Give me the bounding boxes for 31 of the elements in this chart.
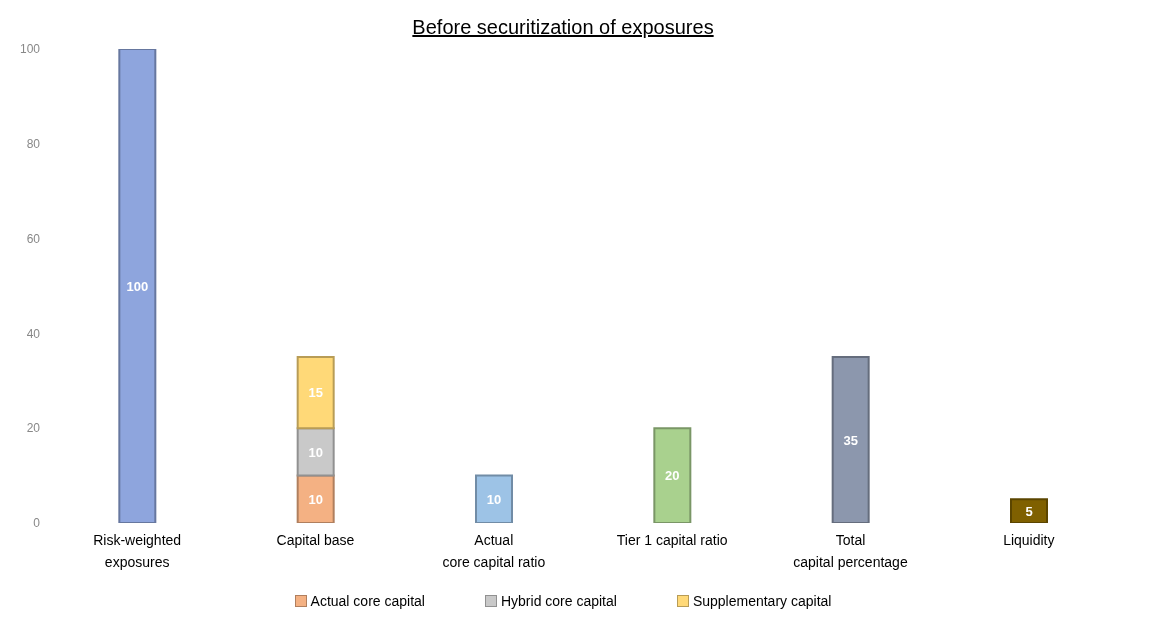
legend-label: Hybrid core capital <box>499 593 617 609</box>
x-tick-label: Capital base <box>276 532 355 548</box>
x-tick-label: Liquidity <box>1003 532 1055 548</box>
bar <box>296 474 335 523</box>
chart-title: Before securitization of exposures <box>412 16 715 38</box>
y-tick-label: 100 <box>19 42 41 57</box>
y-tick-label: 40 <box>26 326 41 341</box>
x-tick-label: Tier 1 capital ratio <box>616 532 728 548</box>
bar <box>1010 498 1048 523</box>
legend-label: Actual core capital <box>309 593 425 609</box>
data-label: 100 <box>126 278 149 294</box>
data-label: 20 <box>665 468 680 484</box>
data-label: 35 <box>843 432 858 448</box>
bar <box>831 356 870 523</box>
data-label: 10 <box>308 491 323 507</box>
y-tick-label: 60 <box>26 231 41 246</box>
bar <box>296 427 335 477</box>
data-label: 10 <box>486 491 502 507</box>
x-tick-label: Total capital percentage <box>793 532 908 570</box>
x-tick-label: Risk-weighted exposures <box>93 532 182 570</box>
legend-label: Supplementary capital <box>691 593 832 609</box>
x-tick-label: Actual core capital ratio <box>442 532 546 570</box>
y-tick-label: 80 <box>26 137 41 152</box>
bar <box>653 427 692 523</box>
data-label: 5 <box>1025 503 1033 519</box>
bar <box>118 49 157 523</box>
bar <box>296 356 335 430</box>
y-tick-label: 20 <box>26 421 41 436</box>
y-tick-label: 0 <box>33 516 41 531</box>
data-label: 15 <box>308 385 323 401</box>
bar <box>475 474 513 523</box>
